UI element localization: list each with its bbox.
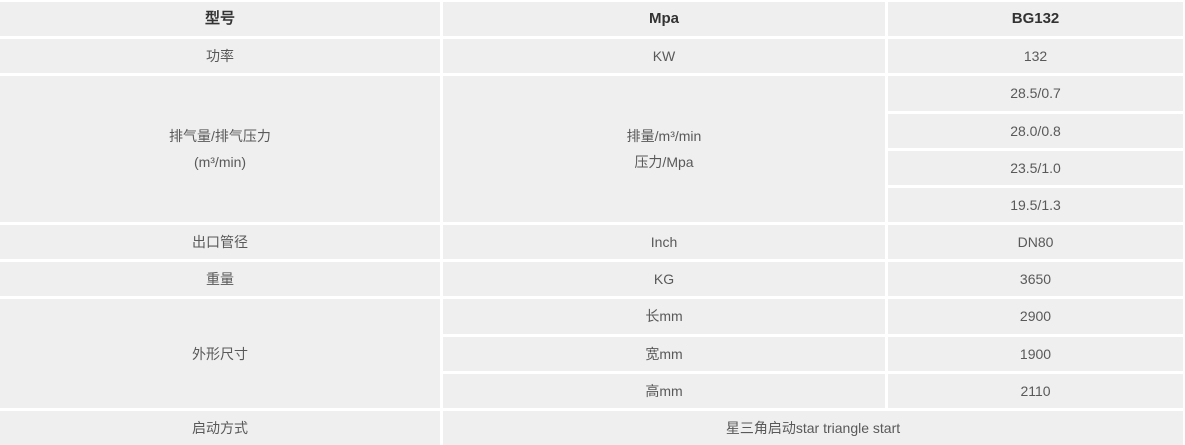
header-unit-label-cell: Mpa bbox=[443, 2, 885, 37]
header-model-value-cell: BG132 bbox=[888, 2, 1183, 37]
dimension-unit-cell: 长mm bbox=[443, 299, 885, 334]
discharge-unit-cell: 排量/m³/min 压力/Mpa bbox=[443, 76, 885, 222]
weight-value-cell: 3650 bbox=[888, 262, 1183, 297]
discharge-unit-line2: 压力/Mpa bbox=[634, 154, 694, 171]
power-value-cell: 132 bbox=[888, 39, 1183, 74]
dimension-unit-cell: 高mm bbox=[443, 373, 885, 408]
start-mode-value-cell: 星三角启动star triangle start bbox=[443, 410, 1183, 445]
power-label-cell: 功率 bbox=[0, 39, 440, 74]
discharge-value-cell: 23.5/1.0 bbox=[888, 150, 1183, 185]
dimensions-label-cell: 外形尺寸 bbox=[0, 299, 440, 408]
dimension-value-cell: 2110 bbox=[888, 373, 1183, 408]
outlet-unit-cell: Inch bbox=[443, 225, 885, 260]
weight-label-cell: 重量 bbox=[0, 262, 440, 297]
power-unit-cell: KW bbox=[443, 39, 885, 74]
discharge-label-line1: 排气量/排气压力 bbox=[169, 128, 271, 145]
weight-unit-cell: KG bbox=[443, 262, 885, 297]
dimension-value-cell: 1900 bbox=[888, 336, 1183, 371]
discharge-label-line2: (m³/min) bbox=[193, 154, 247, 171]
header-model-label-cell: 型号 bbox=[0, 2, 440, 37]
outlet-label-cell: 出口管径 bbox=[0, 225, 440, 260]
discharge-label-cell: 排气量/排气压力 (m³/min) bbox=[0, 76, 440, 222]
discharge-value-cell: 28.0/0.8 bbox=[888, 113, 1183, 148]
outlet-value-cell: DN80 bbox=[888, 225, 1183, 260]
discharge-value-cell: 28.5/0.7 bbox=[888, 76, 1183, 111]
dimension-unit-cell: 宽mm bbox=[443, 336, 885, 371]
start-mode-label-cell: 启动方式 bbox=[0, 410, 440, 445]
discharge-value-cell: 19.5/1.3 bbox=[888, 187, 1183, 222]
discharge-unit-line1: 排量/m³/min bbox=[626, 128, 702, 145]
dimension-value-cell: 2900 bbox=[888, 299, 1183, 334]
